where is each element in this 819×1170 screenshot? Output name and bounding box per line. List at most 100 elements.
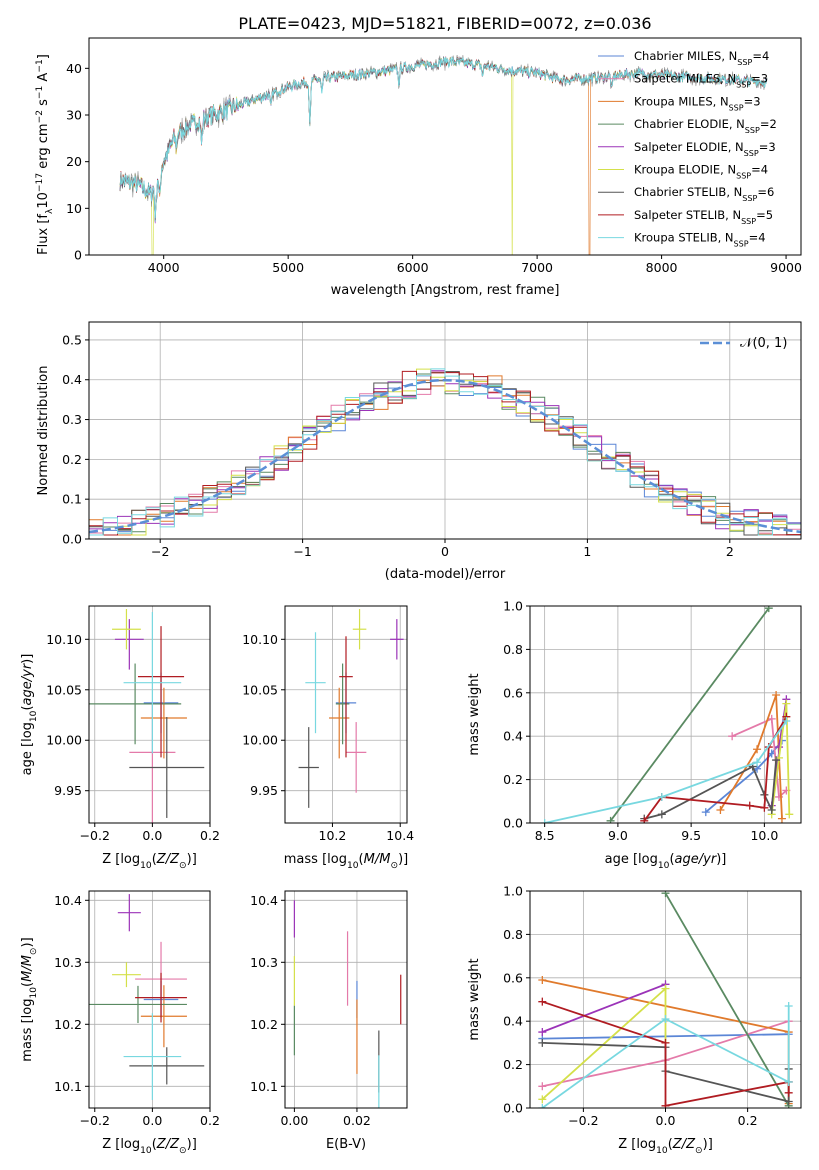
x-axis-label: age [log10(age/yr)] <box>605 852 727 871</box>
weight-marker-chabrier_elodie <box>606 816 615 823</box>
y-tick-label: 0.0 <box>503 1101 523 1116</box>
x-tick-label: 10.4 <box>386 828 414 843</box>
x-axis-label: wavelength [Angstrom, rest frame] <box>331 283 560 298</box>
y-tick-label: 0.8 <box>503 642 523 657</box>
y-tick-label: 10.05 <box>46 682 82 697</box>
legend-label-salpeter_elodie: Salpeter ELODIE, NSSP=3 <box>634 140 776 158</box>
weight-marker-kroupa_miles <box>753 745 762 754</box>
legend-label-kroupa_stelib: Kroupa STELIB, NSSP=4 <box>634 231 766 249</box>
x-tick-label: 2 <box>726 544 734 559</box>
x-tick-label: 1 <box>583 544 591 559</box>
axes-frame <box>284 605 408 824</box>
x-tick-label: 0.00 <box>280 1113 308 1128</box>
weight-marker-kroupa_elodie <box>661 984 670 993</box>
axes-frame <box>88 890 211 1109</box>
legend-label-kroupa_miles: Kroupa MILES, NSSP=3 <box>634 94 761 112</box>
figure-title: PLATE=0423, MJD=51821, FIBERID=0072, z=0… <box>238 14 651 33</box>
mass-vs-ebv-panel: 0.00 0.02 10.1 10.2 10.3 10.4 E(B-V) <box>250 890 408 1152</box>
y-tick-label: 10.4 <box>250 893 278 908</box>
y-tick-label: 0 <box>74 248 82 263</box>
y-tick-label: 0.3 <box>62 412 82 427</box>
x-tick-label: 0.2 <box>738 1113 758 1128</box>
x-tick-label: 0 <box>441 544 449 559</box>
weight-line-chabrier_stelib <box>644 760 777 820</box>
y-tick-label: 0.5 <box>62 332 82 347</box>
weight-marker-salpeter_miles <box>767 714 776 723</box>
y-tick-label: 10.00 <box>242 733 278 748</box>
y-tick-label: 10.3 <box>54 955 82 970</box>
y-tick-label: 0.0 <box>62 532 82 547</box>
y-tick-label: 40 <box>66 61 82 76</box>
x-tick-label: 8.5 <box>535 828 555 843</box>
x-tick-label: 10.0 <box>750 828 778 843</box>
y-tick-label: 0.1 <box>62 492 82 507</box>
x-tick-label: 5000 <box>272 260 304 275</box>
y-tick-label: 10.2 <box>250 1017 278 1032</box>
weight-marker-chabrier_miles <box>701 808 710 817</box>
y-tick-label: 0.6 <box>503 970 523 985</box>
x-axis-label: Z [log10(Z/Z⊙)] <box>102 1137 197 1156</box>
y-tick-label: 1.0 <box>503 884 523 899</box>
gaussian-reference-curve <box>89 378 801 534</box>
y-tick-label: 10.4 <box>54 893 82 908</box>
histogram-kroupa_elodie <box>89 368 801 539</box>
weight-marker-chabrier_stelib <box>784 1097 793 1106</box>
x-axis-label: Z [log10(Z/Z⊙)] <box>102 852 197 871</box>
weight-marker-kroupa_stelib <box>784 1002 793 1011</box>
y-tick-label: 0.2 <box>503 772 523 787</box>
y-axis-label: mass weight <box>467 673 482 755</box>
y-tick-label: 0.4 <box>503 1014 523 1029</box>
age-vs-metallicity-panel: −0.2 0.0 0.2 9.95 10.00 10.05 10.10 Z [log10(Z/… <box>20 605 220 871</box>
x-tick-label: 0.0 <box>142 1113 162 1128</box>
weight-marker-salpeter_elodie <box>775 743 784 752</box>
weight-marker-kroupa_stelib <box>661 1015 670 1024</box>
weight-marker-kroupa_miles <box>538 975 547 984</box>
x-tick-label: −0.2 <box>80 828 110 843</box>
legend-label-kroupa_elodie: Kroupa ELODIE, NSSP=4 <box>634 163 768 181</box>
weight-marker-salpeter_stelib <box>760 803 769 812</box>
weight-marker-salpeter_elodie <box>538 1028 547 1037</box>
y-tick-label: 0.8 <box>503 927 523 942</box>
weight-marker-salpeter_stelib <box>538 997 547 1006</box>
weight-marker-salpeter_stelib <box>784 1088 793 1097</box>
weight-marker-chabrier_stelib <box>772 756 781 765</box>
legend-label-chabrier_elodie: Chabrier ELODIE, NSSP=2 <box>634 117 777 135</box>
x-tick-label: 9.5 <box>681 828 701 843</box>
axes-frame <box>529 605 802 824</box>
y-axis-label: mass [log10(M/M⊙)] <box>20 937 39 1061</box>
histogram-kroupa_stelib <box>89 368 801 539</box>
weight-marker-chabrier_stelib <box>538 1038 547 1047</box>
plot-area <box>89 368 801 539</box>
plot-area <box>89 609 205 823</box>
weight-line-kroupa_stelib <box>544 720 788 823</box>
x-tick-label: 0.0 <box>656 1113 676 1128</box>
weight-marker-salpeter_miles <box>538 1082 547 1091</box>
y-tick-label: 0.4 <box>62 372 82 387</box>
y-tick-label: 0.0 <box>503 816 523 831</box>
plot-area <box>298 609 404 808</box>
weight-marker-kroupa_elodie <box>538 1095 547 1104</box>
legend-label-chabrier_stelib: Chabrier STELIB, NSSP=6 <box>634 185 774 203</box>
axes-frame <box>284 890 408 1109</box>
plot-area <box>538 891 793 1108</box>
weight-marker-kroupa_stelib <box>784 1077 793 1086</box>
plot-area <box>293 900 402 1108</box>
weight-marker-kroupa_stelib <box>782 717 791 726</box>
weight-line-chabrier_elodie <box>664 892 790 1107</box>
y-tick-label: 10.3 <box>250 955 278 970</box>
x-tick-label: −0.2 <box>80 1113 110 1128</box>
plot-area <box>540 606 794 823</box>
weight-marker-chabrier_elodie <box>661 891 670 898</box>
plot-area <box>89 894 205 1100</box>
x-axis-label: E(B-V) <box>326 1137 366 1152</box>
x-tick-label: 7000 <box>521 260 553 275</box>
x-tick-label: −2 <box>151 544 169 559</box>
y-tick-label: 0.2 <box>62 452 82 467</box>
weight-marker-kroupa_miles <box>772 690 781 699</box>
weight-marker-kroupa_miles <box>777 814 786 823</box>
x-tick-label: 0.2 <box>200 1113 220 1128</box>
y-tick-label: 10.10 <box>46 632 82 647</box>
y-tick-label: 10.00 <box>46 733 82 748</box>
y-tick-label: 10.2 <box>54 1017 82 1032</box>
residual-histogram-panel: −2 −1 0 1 2 0.0 0.1 0.2 0.3 0.4 0.5 (data-model)/er… <box>36 321 802 582</box>
